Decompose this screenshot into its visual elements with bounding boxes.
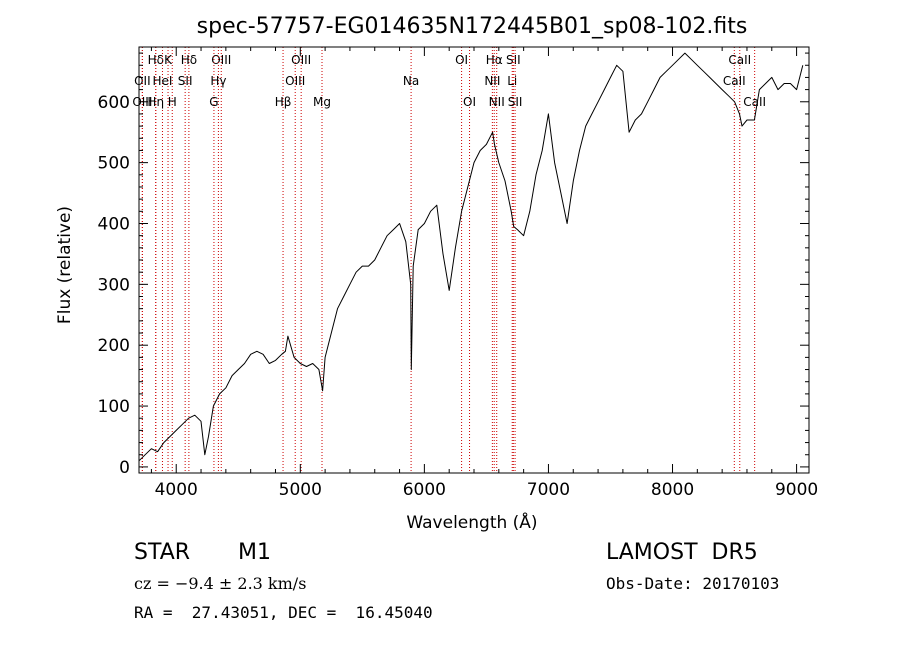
line-marker-label: SII [508, 95, 523, 109]
chart-title: spec-57757-EG014635N172445B01_sp08-102.f… [197, 14, 748, 39]
line-marker-label: Hβ [275, 95, 292, 109]
line-marker-label: HeI [152, 74, 172, 88]
y-tick-label: 600 [98, 93, 130, 113]
line-marker-label: SII [506, 53, 521, 67]
y-tick-label: 100 [98, 397, 130, 417]
line-marker-label: CaII [728, 53, 751, 67]
line-marker-label: Na [403, 74, 419, 88]
x-tick-label: 4000 [155, 480, 198, 500]
survey-release: LAMOST DR5 [606, 540, 758, 565]
plot-frame [138, 46, 810, 474]
spectrum-line [138, 52, 804, 462]
y-tick-label: 500 [98, 154, 130, 174]
line-marker-label: Mg [313, 95, 331, 109]
line-marker-label: NII [489, 95, 505, 109]
line-marker-label: Hδ [181, 53, 197, 67]
x-tick-label: 8000 [651, 480, 694, 500]
line-marker-label: SII [178, 74, 193, 88]
line-marker-label: Hα [486, 53, 503, 67]
line-marker-label: Hη [147, 95, 164, 109]
x-tick-label: 9000 [775, 480, 818, 500]
line-marker-label: OIII [285, 74, 305, 88]
line-marker-label: NII [484, 74, 500, 88]
y-tick-label: 200 [98, 336, 130, 356]
object-class: STAR [134, 540, 191, 565]
object-subclass: M1 [238, 540, 271, 565]
redshift-readout: cz = −9.4 ± 2.3 km/s [134, 574, 307, 593]
line-marker-label: Hγ [210, 74, 226, 88]
observation-date: Obs-Date: 20170103 [606, 574, 780, 593]
line-marker-label: CaII [743, 95, 766, 109]
line-marker-label: OIII [291, 53, 311, 67]
x-tick-label: 7000 [527, 480, 570, 500]
line-marker-label: H [168, 95, 177, 109]
line-marker-label: CaII [723, 74, 746, 88]
line-marker-label: K [164, 53, 173, 67]
line-marker-label: G [209, 95, 218, 109]
line-marker-label: Li [507, 74, 517, 88]
y-tick-label: 400 [98, 214, 130, 234]
x-tick-label: 5000 [279, 480, 322, 500]
line-marker-label: OI [455, 53, 468, 67]
line-marker-label: OIII [211, 53, 231, 67]
x-tick-label: 6000 [403, 480, 446, 500]
x-axis-label: Wavelength (Å) [406, 511, 537, 533]
line-marker-label: OI [463, 95, 476, 109]
y-axis-label: Flux (relative) [55, 206, 75, 324]
y-tick-label: 0 [119, 458, 130, 478]
coordinates: RA = 27.43051, DEC = 16.45040 [134, 603, 433, 622]
y-tick-label: 300 [98, 275, 130, 295]
